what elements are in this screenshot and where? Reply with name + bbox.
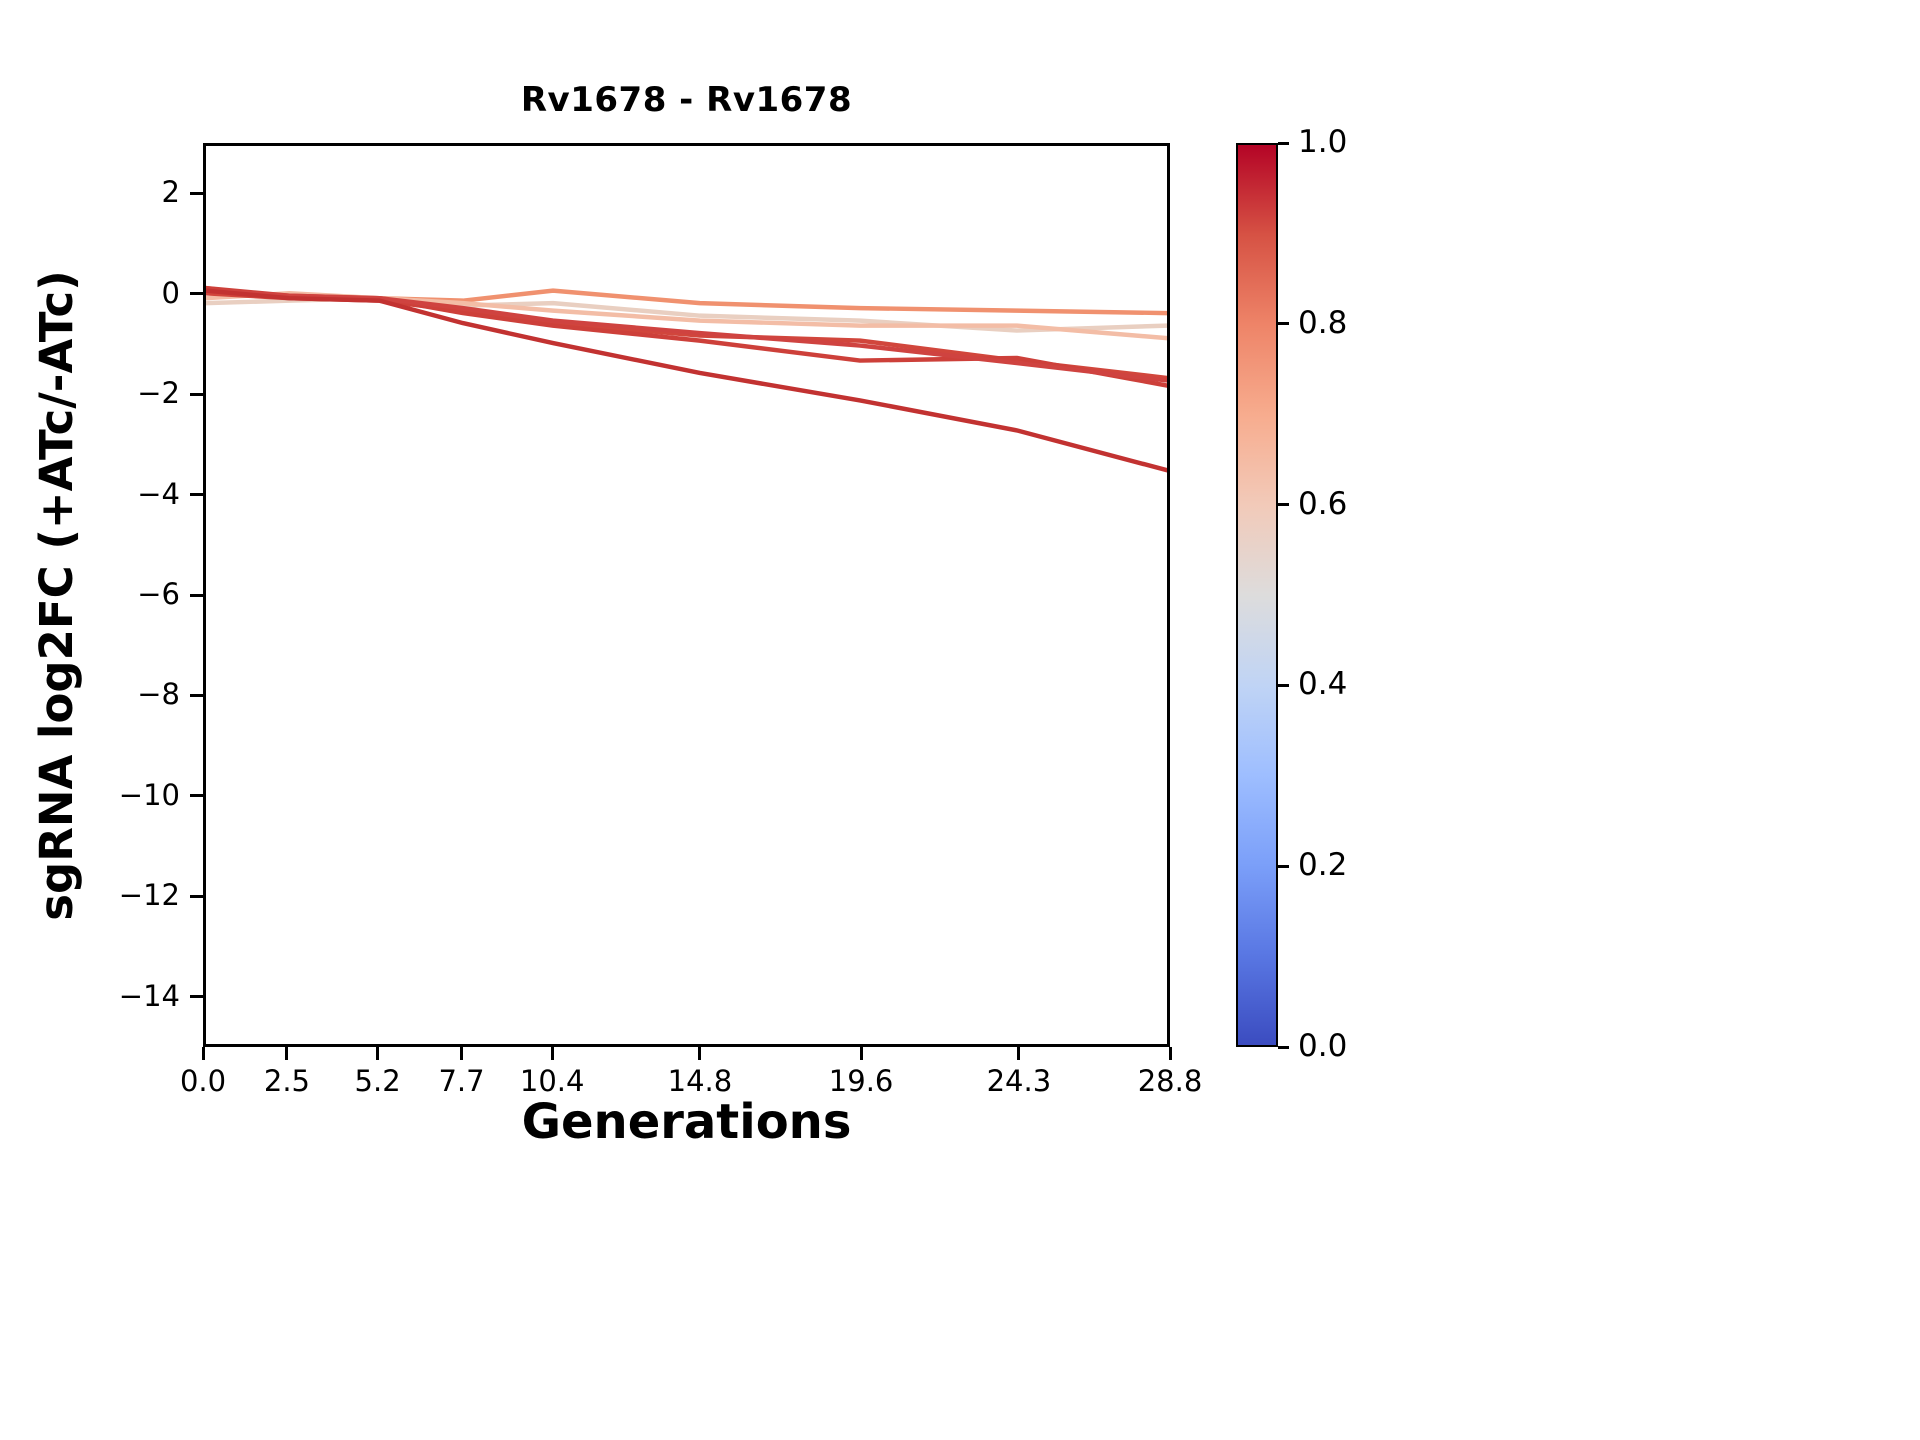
x-tick-label: 5.2 [354,1064,401,1098]
x-tick-mark [201,1047,205,1060]
colorbar-tick-mark [1278,1045,1289,1049]
y-tick-label: 2 [161,175,180,210]
y-tick-mark [190,292,203,296]
x-tick-mark [1017,1047,1021,1060]
y-tick-mark [190,693,203,697]
series-lines-svg [206,285,1167,473]
y-tick-label: 0 [161,275,180,310]
chart-title: Rv1678 - Rv1678 [520,80,853,120]
colorbar-tick-mark [1278,683,1289,687]
x-tick-mark [460,1047,464,1060]
series-line-sgRNA-7 [206,288,1167,473]
y-tick-mark [190,392,203,396]
colorbar-tick-label: 0.0 [1298,1028,1348,1064]
y-tick-label: −2 [137,376,180,411]
y-tick-label: −14 [118,978,180,1013]
x-axis-label: Generations [521,1094,852,1150]
x-tick-label: 19.6 [828,1064,894,1098]
plot-area [203,143,1170,1047]
x-tick-label: 10.4 [519,1064,585,1098]
y-tick-label: −10 [118,777,180,812]
y-tick-mark [190,894,203,898]
x-tick-label: 24.3 [986,1064,1052,1098]
y-tick-label: −12 [118,878,180,913]
y-tick-mark [190,593,203,597]
colorbar-tick-mark [1278,322,1289,326]
colorbar-tick-label: 0.6 [1298,485,1348,522]
colorbar-tick-label: 0.8 [1298,304,1348,341]
x-tick-mark [550,1047,554,1060]
y-tick-label: −4 [137,476,180,511]
x-tick-label: 7.7 [438,1064,485,1098]
colorbar-tick-label: 0.2 [1298,847,1348,884]
x-tick-label: 2.5 [263,1064,310,1098]
x-tick-label: 14.8 [667,1064,733,1098]
y-tick-mark [190,493,203,497]
colorbar-tick-label: 0.4 [1298,666,1348,703]
y-tick-mark [190,794,203,798]
x-tick-label: 0.0 [179,1064,227,1098]
y-tick-label: −6 [137,577,180,611]
colorbar-tick-mark [1278,503,1289,507]
colorbar-tick-mark [1278,141,1289,145]
colorbar-tick-label: 1.0 [1298,124,1348,160]
series-line-sgRNA-6 [206,288,1167,383]
y-tick-mark [190,191,203,195]
x-tick-mark [698,1047,702,1060]
x-tick-mark [859,1047,863,1060]
x-tick-label: 28.8 [1137,1064,1203,1098]
y-tick-label: −8 [137,677,180,712]
y-tick-mark [190,995,203,999]
x-tick-mark [285,1047,289,1060]
colorbar-gradient [1236,143,1278,1047]
x-tick-mark [376,1047,380,1060]
colorbar-tick-mark [1278,864,1289,868]
x-tick-mark [1168,1047,1172,1060]
